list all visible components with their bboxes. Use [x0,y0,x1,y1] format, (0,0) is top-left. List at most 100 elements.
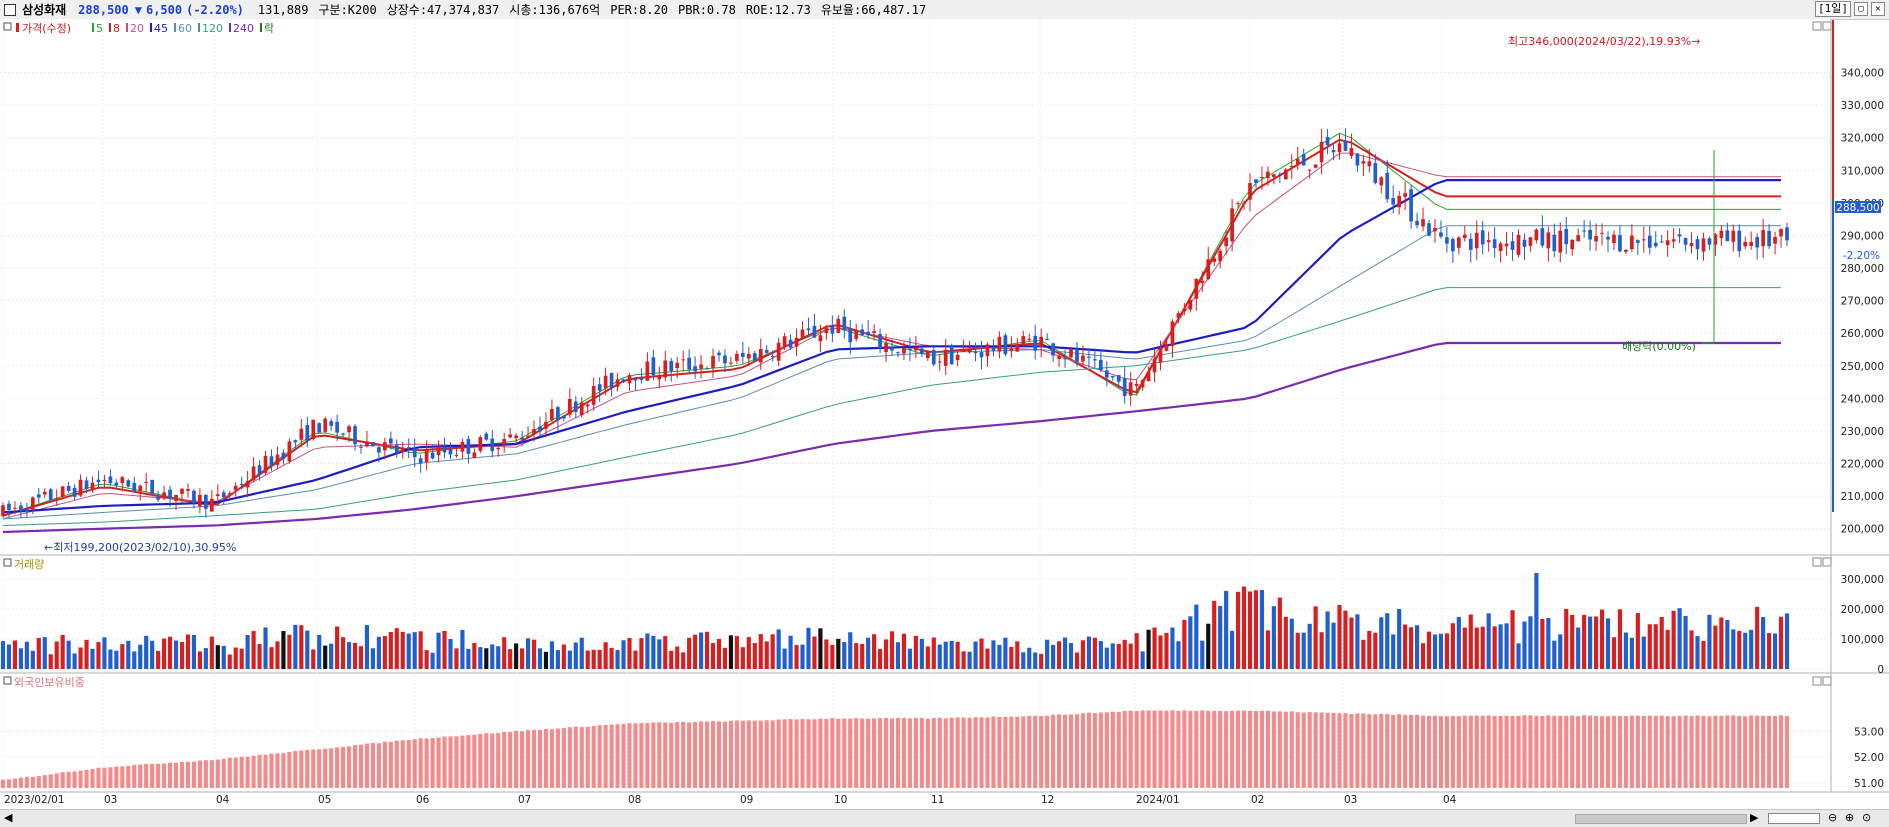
price-candle [1391,198,1396,205]
volume-bar [1772,633,1778,669]
foreign-bar [889,718,895,788]
foreign-bar [144,763,149,788]
legend-box-icon[interactable] [3,22,12,31]
volume-bar [1683,615,1688,669]
price-candle [305,424,310,441]
foreign-bar [1480,715,1485,788]
volume-bar [1701,640,1706,669]
x-tick-label: 2024/01 [1136,794,1180,806]
foreign-bar [1182,710,1187,788]
price-candle [1671,239,1676,242]
foreign-bar [502,731,507,788]
ma-legend-label: 240 [233,22,254,35]
volume-bar [537,648,543,669]
volume-bar [1611,637,1617,669]
window-icon[interactable] [4,3,16,16]
foreign-bar [1623,716,1628,788]
price-candle [1594,236,1598,242]
price-candle [132,482,137,492]
foreign-bar [215,759,220,788]
volume-bar [1253,590,1259,669]
price-candle [985,344,990,357]
x-tick-label: 03 [104,794,117,806]
close-icon[interactable]: ✕ [1871,2,1885,16]
zoom-reset-icon[interactable]: ⊙ [1862,811,1872,824]
foreign-bar [1349,713,1354,788]
foreign-bar [412,739,417,788]
price-candle [1,505,5,517]
foreign-bar [364,743,370,788]
foreign-bar [1755,715,1760,788]
volume-bar [114,650,119,669]
volume-bar [191,634,197,669]
volume-bar [323,645,328,669]
price-candle [1743,241,1748,247]
volume-bar [734,636,739,669]
ma-legend-swatch [150,23,152,32]
volume-bar [1140,651,1145,669]
foreign-bar [1647,715,1652,788]
volume-bar [102,637,107,669]
price-candle [1385,172,1390,200]
volume-bar [1516,643,1521,669]
volume-bar [585,650,590,669]
foreign-panel-icon[interactable] [3,676,12,685]
volume-bar [1134,633,1139,669]
zoom-in-icon[interactable]: ⊕ [1845,811,1855,824]
volume-bar [597,649,602,669]
price-candle [424,450,429,462]
price-candle [651,357,656,376]
price-candle [25,509,29,513]
ex-div-legend-label: 락 [264,22,274,35]
foreign-bar [1033,715,1038,788]
volume-bar [1438,633,1444,669]
foreign-bar [621,724,626,788]
foreign-bar [669,722,674,788]
volume-bar [36,638,41,669]
volume-bar [1355,614,1360,669]
foreign-bar [1218,711,1223,788]
foreign-bar [1301,712,1306,788]
foreign-bar [1677,716,1682,788]
scroll-right-icon[interactable]: ▶ [1750,811,1759,824]
price-candle [1659,241,1664,243]
range-slider[interactable] [1768,813,1820,824]
volume-panel-icon[interactable] [3,558,12,567]
price-candle [30,497,35,510]
volume-bar [1635,613,1640,669]
foreign-bar [1599,716,1605,788]
price-candle [78,479,83,496]
volume-bar [1582,614,1587,669]
volume-bar [758,634,763,669]
horizontal-scrollbar[interactable]: ◀ ▶ ⊖ ⊕ ⊙ [0,809,1889,827]
volume-bar [221,645,226,669]
price-candle [937,361,942,363]
scroll-thumb[interactable] [1575,814,1747,824]
change-pct: (-2.20%) [186,2,244,17]
pbr-value: PBR:0.78 [678,2,736,17]
price-candle [1236,203,1240,205]
panel-buttons[interactable] [1812,21,1832,686]
volume-bar [949,640,954,669]
foreign-bar [78,770,83,788]
minimize-icon[interactable]: ▢ [1854,2,1868,16]
volume-bar [699,632,704,669]
zoom-out-icon[interactable]: ⊖ [1828,811,1838,824]
volume-bar [442,630,447,669]
period-button[interactable]: [1일] [1815,1,1851,17]
market-cap: 시총:136,676억 [509,3,601,17]
foreign-bar [1271,711,1276,788]
volume-bar [179,641,185,669]
stock-chart[interactable]: 200,000 210,000 220,000 230,000 240,000 250,0… [0,19,1889,809]
volume-bar [1158,635,1163,669]
price-candle [1110,375,1115,378]
volume-bar [543,651,549,669]
volume-bar [299,625,304,669]
volume-bar [531,639,537,669]
price-candle [287,441,292,462]
price-candle [1779,229,1783,237]
price-candle [1379,177,1384,186]
foreign-bar [1701,715,1706,788]
scroll-left-icon[interactable]: ◀ [4,811,13,824]
price-candle [227,493,232,495]
